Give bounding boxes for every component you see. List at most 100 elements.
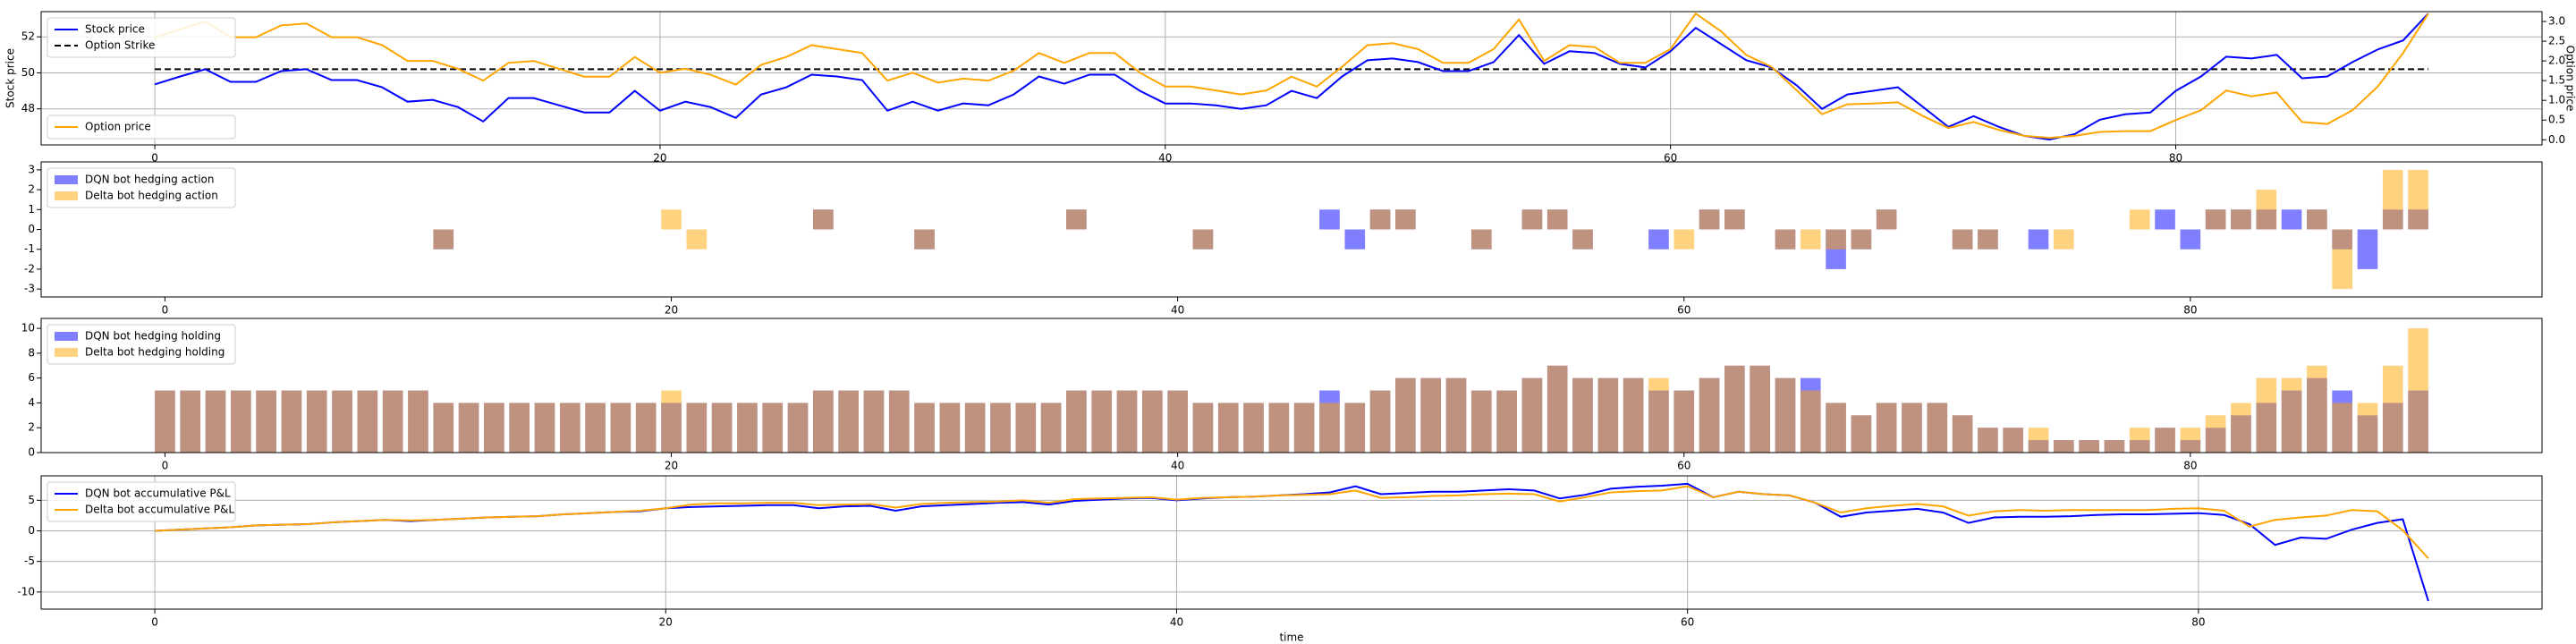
bar (1952, 415, 1973, 453)
bar (1851, 229, 1872, 250)
bar (332, 390, 352, 453)
y-tick-label: -5 (24, 555, 35, 567)
legend-box (47, 17, 236, 58)
bar (382, 390, 403, 453)
x-tick-label: 40 (1170, 616, 1183, 629)
bar (256, 390, 276, 453)
bar (1674, 229, 1695, 250)
x-tick-label: 60 (1677, 460, 1690, 472)
bar (610, 402, 631, 453)
bar (1597, 377, 1619, 453)
y-tick-label: -3 (24, 283, 35, 295)
y2-tick-label: 1.0 (2548, 94, 2565, 106)
bar (458, 402, 479, 453)
bar (1470, 229, 1492, 250)
bar (2028, 229, 2049, 250)
legend-label: Option Strike (85, 39, 155, 52)
y2-tick-label: 0.0 (2548, 133, 2565, 146)
bar (686, 229, 708, 250)
bar (2231, 402, 2251, 453)
y2-axis-label: Option price (2564, 46, 2576, 112)
line-series (155, 485, 2429, 559)
bar (1395, 377, 1416, 453)
y-tick-label: 5 (28, 494, 35, 506)
bar (1395, 209, 1416, 230)
bar (1319, 402, 1340, 453)
bar (1775, 377, 1796, 453)
bar (1192, 402, 1214, 453)
y-tick-label: 4 (28, 396, 35, 409)
bar (231, 390, 251, 453)
x-tick-label: 80 (2191, 616, 2205, 629)
line-series (154, 13, 2429, 140)
bar (661, 209, 682, 230)
axes-frame (40, 475, 2543, 610)
bar (1066, 209, 1087, 230)
x-tick-label: 20 (659, 616, 673, 629)
y2-tick-label: 0.5 (2548, 114, 2565, 126)
bar (2256, 190, 2277, 230)
bar (1268, 402, 1290, 453)
bar (2180, 229, 2201, 250)
bar (1015, 402, 1037, 453)
x-tick-label: 80 (2183, 460, 2197, 472)
y-tick-label: 0 (28, 446, 35, 459)
bar (1978, 428, 1998, 453)
y-tick-label: 0 (28, 524, 35, 537)
y-axis-label: Stock price (4, 48, 17, 108)
bar (1826, 402, 1846, 453)
bar (2053, 229, 2074, 250)
bar (711, 402, 733, 453)
bar (1648, 377, 1669, 453)
legend-box (47, 114, 236, 140)
legend-box (47, 324, 236, 365)
bar (2104, 440, 2125, 453)
bar (585, 402, 606, 453)
legend-label: DQN bot hedging action (85, 174, 215, 186)
subplot: 0 20 40 60 80 -10 -5 0 5 time DQN bot accumulative… (17, 475, 2543, 644)
legend-box (47, 481, 236, 522)
bar (635, 402, 657, 453)
legend: DQN bot hedging holding Delta bot hedging… (47, 324, 236, 365)
axes-frame (40, 161, 2543, 298)
bar (281, 390, 302, 453)
axes-frame (40, 11, 2543, 146)
bar (1445, 377, 1467, 453)
bar (1952, 229, 1973, 250)
bar (2332, 402, 2352, 453)
bar (484, 402, 504, 453)
bar (2129, 428, 2150, 453)
bar (737, 402, 758, 453)
bar (1546, 365, 1568, 453)
bar (1496, 390, 1517, 453)
x-tick-label: 0 (162, 460, 169, 472)
y-tick-label: -10 (17, 585, 35, 597)
legend-label: Option price (85, 121, 151, 133)
bar (408, 390, 428, 453)
x-tick-label: 40 (1171, 304, 1184, 317)
bar (1775, 229, 1796, 250)
bar (1572, 229, 1593, 250)
bar (2408, 169, 2428, 230)
bar (433, 229, 454, 250)
bar (2357, 229, 2378, 269)
bar (1521, 209, 1543, 230)
bar (155, 390, 175, 453)
bar (1066, 390, 1087, 453)
bar (1978, 229, 1998, 250)
bar (2028, 428, 2049, 453)
bar (509, 402, 530, 453)
bar (2205, 209, 2226, 230)
subplot: 0 20 40 60 80 -3 -2 -1 0 1 2 3 DQN bot hedging actio… (24, 161, 2543, 317)
bar (2408, 328, 2428, 453)
bar (534, 402, 555, 453)
bar (1470, 390, 1492, 453)
legend-swatch (55, 332, 78, 341)
x-tick-label: 40 (1171, 460, 1184, 472)
legend-swatch (55, 175, 78, 184)
bar (686, 402, 708, 453)
y-tick-label: 2 (28, 183, 35, 196)
y-tick-label: 52 (21, 30, 35, 43)
subplot: 0 20 40 60 80 48 50 52 0.0 0.5 1.0 1.5 2.0 2.5 3.0 Stoc… (4, 11, 2576, 165)
